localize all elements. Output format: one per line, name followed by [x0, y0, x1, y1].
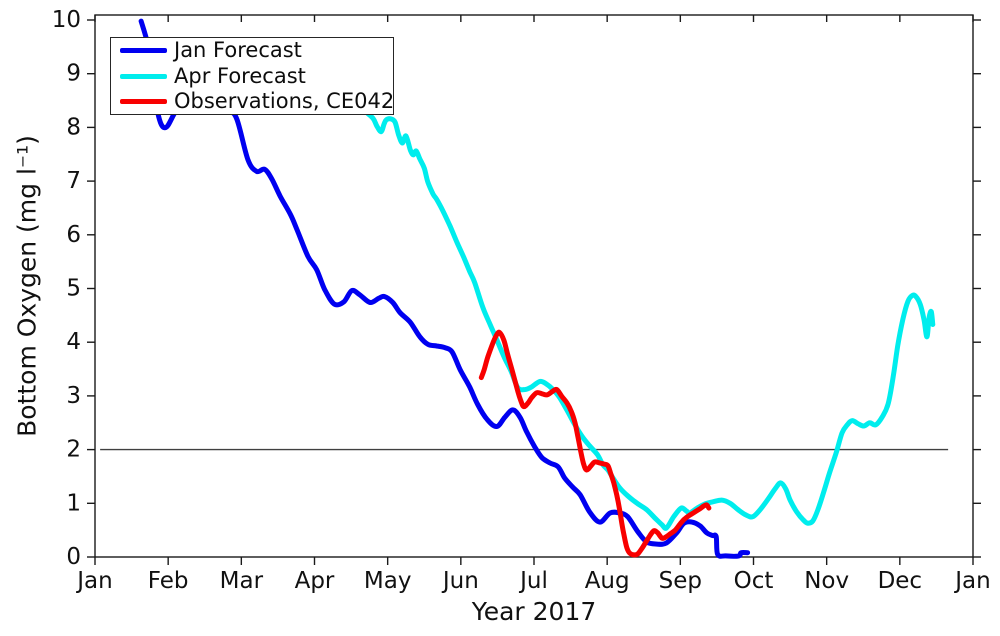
x-tick-label: Jun [441, 568, 479, 594]
legend-item-label: Apr Forecast [174, 63, 306, 88]
y-tick-label: 10 [52, 7, 81, 33]
y-tick-label: 0 [66, 544, 81, 570]
x-axis-title: Year 2017 [471, 597, 597, 626]
x-tick-label: May [364, 568, 412, 594]
legend-item-label: Observations, CE042 [174, 88, 395, 113]
x-tick-label: Oct [734, 568, 774, 594]
y-tick-label: 2 [66, 437, 81, 463]
legend-line-sample-apr-forecast [120, 73, 167, 79]
x-tick-label: Mar [220, 568, 264, 594]
x-tick-label: Apr [295, 568, 335, 594]
legend-line-sample-observations [120, 98, 167, 104]
x-tick-label: Nov [804, 568, 849, 594]
y-tick-label: 9 [66, 61, 81, 87]
y-tick-label: 4 [66, 329, 81, 355]
x-tick-label: Dec [878, 568, 923, 594]
y-tick-label: 5 [66, 276, 81, 302]
legend-item-label: Jan Forecast [174, 38, 302, 63]
x-tick-label: Jan [953, 568, 990, 594]
legend-item-observations: Observations, CE042 [111, 88, 395, 114]
y-axis-title: Bottom Oxygen (mg l⁻¹) [12, 135, 42, 437]
legend: Jan Forecast Apr Forecast Observations, … [110, 37, 394, 115]
y-tick-label: 8 [66, 114, 81, 140]
series-line-observations-ce042 [478, 329, 712, 558]
y-tick-label: 6 [66, 222, 81, 248]
y-tick-label: 3 [66, 383, 81, 409]
y-tick-label: 7 [66, 168, 81, 194]
x-tick-label: Jan [75, 568, 112, 594]
series-line-apr-forecast [319, 55, 936, 531]
legend-item-apr-forecast: Apr Forecast [111, 64, 393, 89]
x-tick-label: Aug [585, 568, 630, 594]
legend-item-jan-forecast: Jan Forecast [111, 38, 393, 63]
x-tick-label: Sep [659, 568, 702, 594]
x-tick-label: Feb [148, 568, 189, 594]
series-line-jan-forecast [138, 18, 751, 559]
legend-line-sample-jan-forecast [120, 48, 167, 54]
x-tick-label: Jul [518, 568, 548, 594]
y-tick-label: 1 [66, 490, 81, 516]
